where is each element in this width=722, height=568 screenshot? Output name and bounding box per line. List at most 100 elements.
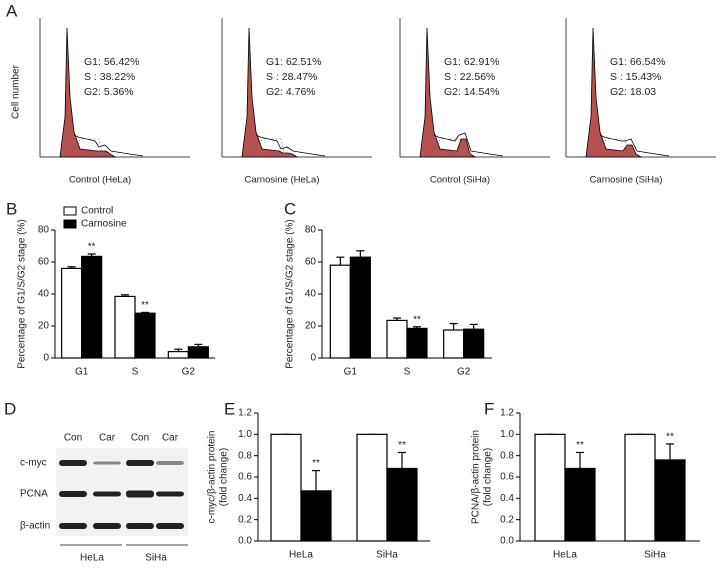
annotation: G2: 4.76%	[266, 86, 316, 98]
y-axis-label: (fold change)	[219, 448, 230, 506]
row-label: PCNA	[20, 489, 48, 500]
y-tick-label: 0	[43, 353, 49, 364]
y-tick-label: 1.2	[500, 408, 514, 419]
panel-label: F	[484, 399, 494, 418]
caption: Carnosine (SiHa)	[590, 175, 663, 186]
group-label: SiHa	[145, 553, 167, 564]
histogram-fill	[59, 27, 117, 158]
annotation: G2: 5.36%	[84, 86, 134, 98]
caption: Control (HeLa)	[69, 175, 131, 186]
y-tick-label: 0.8	[500, 450, 514, 461]
y-axis-label: (fold change)	[483, 448, 494, 506]
significance: **	[88, 242, 96, 253]
band	[93, 491, 121, 497]
histogram-hatch	[601, 138, 630, 158]
band	[126, 490, 154, 498]
y-axis-label: c-myc/β-actin protein	[207, 431, 218, 524]
bar	[463, 328, 485, 359]
significance: **	[398, 440, 406, 451]
bar	[329, 264, 351, 359]
legend-swatch	[63, 219, 77, 229]
histogram-hatch	[257, 138, 286, 158]
panel-label: E	[224, 399, 235, 418]
bar	[624, 433, 656, 542]
significance: **	[413, 314, 421, 325]
bar	[270, 433, 302, 542]
group-label: HeLa	[80, 553, 104, 564]
y-tick-label: 0	[310, 353, 316, 364]
y-tick-label: 1.0	[238, 429, 252, 440]
panel-label: A	[6, 1, 18, 20]
legend-label: Control	[81, 206, 113, 217]
caption: Carnosine (HeLa)	[245, 175, 320, 186]
band	[156, 523, 184, 529]
band	[156, 491, 184, 497]
band	[59, 460, 87, 466]
annotation: S : 15.43%	[610, 71, 661, 83]
band	[126, 460, 154, 466]
bar	[534, 433, 566, 542]
x-tick-label: HeLa	[553, 550, 577, 561]
histogram-fill	[419, 27, 477, 158]
band	[126, 523, 154, 529]
annotation: G1: 56.42%	[84, 56, 139, 68]
histogram-outline	[433, 132, 504, 157]
annotation: S : 38.22%	[84, 71, 135, 83]
y-tick-label: 0.6	[500, 472, 514, 483]
lane-label: Car	[162, 433, 179, 444]
histogram-fill	[585, 27, 643, 158]
x-tick-label: SiHa	[644, 550, 666, 561]
bar	[406, 327, 428, 359]
legend-swatch	[63, 206, 77, 216]
y-tick-label: 80	[305, 225, 317, 236]
annotation: G1: 62.91%	[444, 56, 499, 68]
y-tick-label: 0.0	[500, 536, 514, 547]
y-tick-label: 0.2	[500, 514, 514, 525]
y-tick-label: 1.0	[500, 429, 514, 440]
bar	[300, 490, 332, 542]
band	[93, 461, 121, 465]
histogram-outline	[73, 134, 144, 157]
y-axis-label: Percentage of G1/S/G2 stage (%)	[285, 219, 296, 369]
y-tick-label: 60	[38, 257, 50, 268]
caption: Control (SiHa)	[430, 175, 490, 186]
lane-label: Car	[99, 433, 116, 444]
x-tick-label: SiHa	[376, 550, 398, 561]
histogram-outline	[255, 134, 326, 157]
histogram-hatch	[435, 138, 464, 158]
annotation: S : 22.56%	[444, 71, 495, 83]
annotation: G1: 62.51%	[266, 56, 321, 68]
y-axis-label: Percentage of G1/S/G2 stage (%)	[17, 219, 28, 369]
y-tick-label: 0.4	[500, 493, 514, 504]
annotation: G1: 66.54%	[610, 56, 665, 68]
y-tick-label: 80	[38, 225, 50, 236]
y-tick-label: 0.2	[238, 514, 252, 525]
y-axis-label: PCNA/β-actin protein	[471, 430, 482, 524]
y-tick-label: 60	[305, 257, 317, 268]
y-axis-label: Cell number	[11, 64, 22, 119]
y-tick-label: 0.0	[238, 536, 252, 547]
y-tick-label: 20	[305, 321, 317, 332]
annotation: S : 28.47%	[266, 71, 317, 83]
annotation: G2: 14.54%	[444, 86, 499, 98]
band	[59, 491, 87, 497]
y-tick-label: 20	[38, 321, 50, 332]
significance: **	[576, 440, 584, 451]
y-tick-label: 0.6	[238, 472, 252, 483]
bar	[187, 346, 209, 359]
y-tick-label: 1.2	[238, 408, 252, 419]
band	[156, 461, 184, 465]
bar	[167, 351, 189, 359]
x-tick-label: HeLa	[289, 550, 313, 561]
lane-label: Con	[131, 433, 149, 444]
bar	[114, 295, 136, 359]
significance: **	[666, 432, 674, 443]
x-tick-label: G1	[75, 367, 89, 378]
x-tick-label: G2	[457, 367, 471, 378]
x-tick-label: G2	[182, 367, 196, 378]
lane-label: Con	[64, 433, 82, 444]
bar	[61, 267, 83, 359]
y-tick-label: 40	[38, 289, 50, 300]
bar	[443, 329, 465, 359]
